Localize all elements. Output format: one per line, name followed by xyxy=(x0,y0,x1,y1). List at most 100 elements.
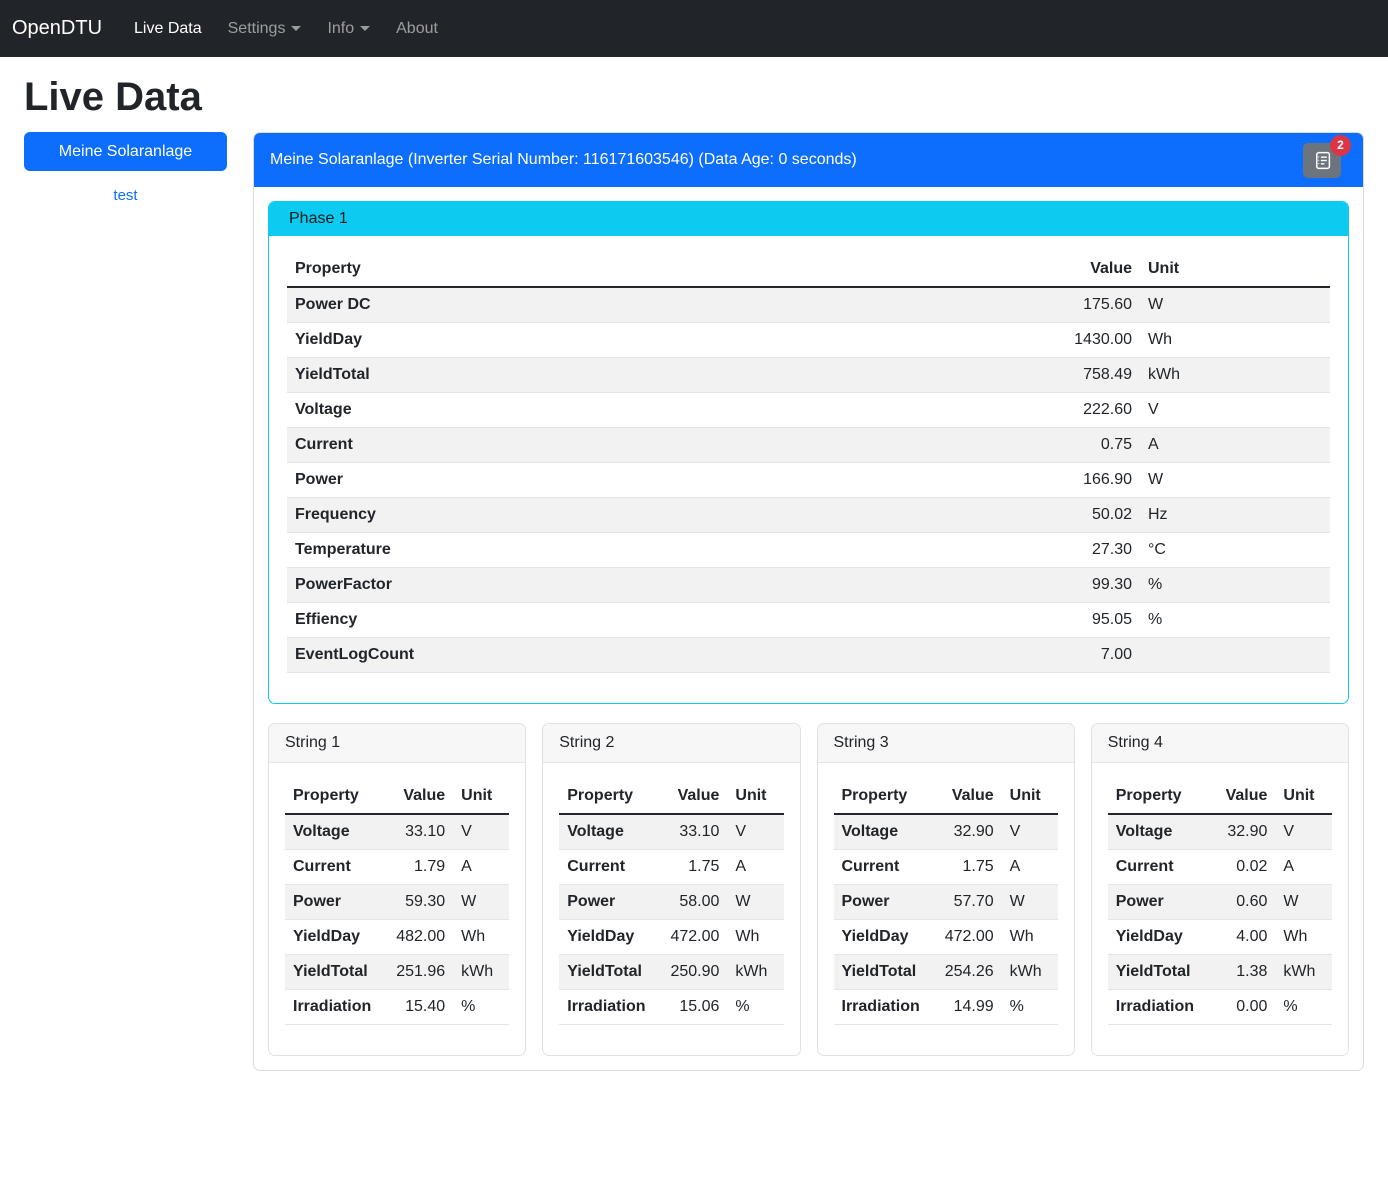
string-3-table-body: Voltage32.90VCurrent1.75APower57.70WYiel… xyxy=(834,814,1058,1025)
table-row: YieldTotal1.38kWh xyxy=(1108,955,1332,990)
value-cell: 1.75 xyxy=(653,850,727,885)
value-cell: 95.05 xyxy=(1018,603,1140,638)
column-header-unit: Unit xyxy=(453,779,509,814)
unit-cell: kWh xyxy=(1275,955,1332,990)
property-cell: YieldDay xyxy=(287,323,1018,358)
phase-card-title: Phase 1 xyxy=(269,202,1348,236)
unit-cell: % xyxy=(1002,990,1058,1025)
brand-logo[interactable]: OpenDTU xyxy=(12,17,102,40)
table-row: Current1.79A xyxy=(285,850,509,885)
table-row: YieldDay1430.00Wh xyxy=(287,323,1330,358)
property-cell: Voltage xyxy=(559,814,653,850)
string-card-1: String 1 Property Value Unit xyxy=(268,723,526,1056)
table-row: Irradiation15.06% xyxy=(559,990,783,1025)
unit-cell: Wh xyxy=(453,920,509,955)
unit-cell: W xyxy=(727,885,783,920)
column-header-value: Value xyxy=(1202,779,1275,814)
column-header-property: Property xyxy=(285,779,379,814)
property-cell: Temperature xyxy=(287,533,1018,568)
unit-cell: kWh xyxy=(453,955,509,990)
unit-cell: W xyxy=(1002,885,1058,920)
table-row: Current0.02A xyxy=(1108,850,1332,885)
column-header-property: Property xyxy=(287,252,1018,287)
table-row: Voltage222.60V xyxy=(287,393,1330,428)
property-cell: Irradiation xyxy=(285,990,379,1025)
unit-cell: V xyxy=(453,814,509,850)
table-row: Voltage33.10V xyxy=(559,814,783,850)
property-cell: Irradiation xyxy=(559,990,653,1025)
nav-item-settings[interactable]: Settings xyxy=(220,12,310,46)
value-cell: 1.79 xyxy=(379,850,453,885)
nav-item-info[interactable]: Info xyxy=(319,12,378,46)
property-cell: YieldDay xyxy=(285,920,379,955)
value-cell: 1430.00 xyxy=(1018,323,1140,358)
unit-cell: W xyxy=(1275,885,1332,920)
unit-cell: A xyxy=(1275,850,1332,885)
phase-card: Phase 1 Property Value Unit Power DC175.… xyxy=(268,201,1349,704)
unit-cell: V xyxy=(1002,814,1058,850)
value-cell: 27.30 xyxy=(1018,533,1140,568)
inverter-header-text: Meine Solaranlage (Inverter Serial Numbe… xyxy=(270,151,857,169)
chevron-down-icon xyxy=(291,26,301,31)
column-header-property: Property xyxy=(834,779,928,814)
table-row: YieldTotal251.96kWh xyxy=(285,955,509,990)
value-cell: 57.70 xyxy=(928,885,1002,920)
string-2-table: Property Value Unit Voltage33.10VCurrent… xyxy=(559,779,783,1025)
nav-item-live-data[interactable]: Live Data xyxy=(126,12,210,46)
string-1-title: String 1 xyxy=(269,724,525,763)
value-cell: 7.00 xyxy=(1018,638,1140,673)
string-4-table: Property Value Unit Voltage32.90VCurrent… xyxy=(1108,779,1332,1025)
string-3-table: Property Value Unit Voltage32.90VCurrent… xyxy=(834,779,1058,1025)
column-header-value: Value xyxy=(379,779,453,814)
value-cell: 59.30 xyxy=(379,885,453,920)
test-link[interactable]: test xyxy=(24,187,227,204)
property-cell: Irradiation xyxy=(834,990,928,1025)
unit-cell: A xyxy=(727,850,783,885)
inverter-select-button[interactable]: Meine Solaranlage xyxy=(24,132,227,171)
value-cell: 758.49 xyxy=(1018,358,1140,393)
table-row: YieldTotal758.49kWh xyxy=(287,358,1330,393)
string-card-3: String 3 Property Value Unit xyxy=(817,723,1075,1056)
value-cell: 250.90 xyxy=(653,955,727,990)
column-header-property: Property xyxy=(559,779,653,814)
table-row: YieldTotal254.26kWh xyxy=(834,955,1058,990)
table-row: Irradiation15.40% xyxy=(285,990,509,1025)
property-cell: YieldTotal xyxy=(834,955,928,990)
property-cell: Voltage xyxy=(285,814,379,850)
column-header-unit: Unit xyxy=(727,779,783,814)
table-row: EventLogCount7.00 xyxy=(287,638,1330,673)
value-cell: 33.10 xyxy=(653,814,727,850)
table-row: YieldDay472.00Wh xyxy=(834,920,1058,955)
nav-item-about[interactable]: About xyxy=(388,12,446,46)
table-row: Current0.75A xyxy=(287,428,1330,463)
column-header-value: Value xyxy=(653,779,727,814)
property-cell: EventLogCount xyxy=(287,638,1018,673)
property-cell: Power DC xyxy=(287,287,1018,323)
value-cell: 15.40 xyxy=(379,990,453,1025)
value-cell: 222.60 xyxy=(1018,393,1140,428)
unit-cell: Wh xyxy=(727,920,783,955)
table-row: Voltage33.10V xyxy=(285,814,509,850)
table-row: Power58.00W xyxy=(559,885,783,920)
value-cell: 472.00 xyxy=(653,920,727,955)
unit-cell: V xyxy=(1140,393,1330,428)
unit-cell: % xyxy=(1140,603,1330,638)
property-cell: Effiency xyxy=(287,603,1018,638)
string-1-table-body: Voltage33.10VCurrent1.79APower59.30WYiel… xyxy=(285,814,509,1025)
table-row: YieldDay482.00Wh xyxy=(285,920,509,955)
inverter-card-body: Phase 1 Property Value Unit Power DC175.… xyxy=(254,187,1363,1070)
value-cell: 0.00 xyxy=(1202,990,1275,1025)
unit-cell xyxy=(1140,638,1330,673)
string-card-4: String 4 Property Value Unit xyxy=(1091,723,1349,1056)
table-row: Power166.90W xyxy=(287,463,1330,498)
property-cell: Current xyxy=(1108,850,1202,885)
value-cell: 58.00 xyxy=(653,885,727,920)
column-header-unit: Unit xyxy=(1140,252,1330,287)
table-row: Frequency50.02Hz xyxy=(287,498,1330,533)
chevron-down-icon xyxy=(360,26,370,31)
column-header-unit: Unit xyxy=(1275,779,1332,814)
eventlog-button[interactable]: 2 xyxy=(1303,143,1341,178)
navbar: OpenDTU Live Data Settings Info About xyxy=(0,0,1388,57)
property-cell: Power xyxy=(1108,885,1202,920)
property-cell: Current xyxy=(285,850,379,885)
